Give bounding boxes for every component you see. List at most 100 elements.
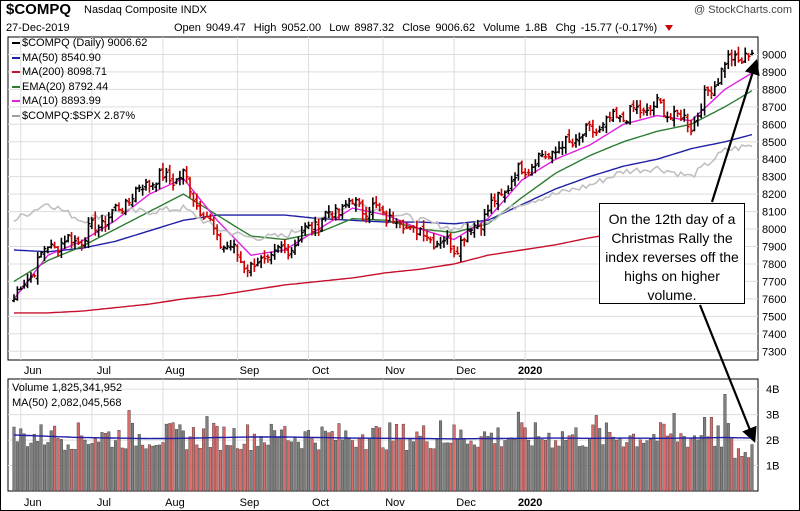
month-label: Jun — [24, 365, 42, 377]
volume-bar — [357, 437, 361, 492]
price-bar — [536, 152, 541, 168]
price-bar — [533, 159, 538, 174]
volume-bar — [588, 438, 592, 492]
price-bar — [465, 223, 470, 243]
volume-bar — [347, 438, 351, 492]
volume-bar — [692, 435, 696, 492]
volume-bar — [628, 435, 632, 492]
price-bar — [455, 246, 460, 255]
price-bar — [228, 239, 233, 251]
volume-bar — [391, 440, 395, 492]
volume-bar — [266, 444, 270, 492]
price-bar — [601, 122, 606, 132]
price-bar — [130, 193, 135, 207]
high-label: High — [253, 22, 277, 34]
volume-bar — [334, 440, 338, 492]
volume-bar — [120, 447, 124, 492]
volume-bar — [215, 426, 219, 492]
price-bar — [689, 119, 694, 136]
volume-bar — [269, 423, 273, 492]
volume-bar — [181, 430, 185, 492]
price-bar — [661, 98, 666, 118]
volume-bar — [686, 446, 690, 492]
price-bar — [719, 67, 724, 85]
low-value: 8987.32 — [354, 22, 395, 34]
volume-value: 1.8B — [524, 22, 548, 34]
annotation-box: On the 12th day of a Christmas Rally the… — [599, 203, 745, 304]
price-bar — [641, 107, 646, 116]
volume-bar — [242, 443, 246, 492]
volume-label: Volume — [483, 22, 520, 34]
price-tick-label: 8300 — [762, 172, 786, 184]
volume-bar — [676, 441, 680, 492]
volume-bar — [107, 431, 111, 492]
price-bar — [712, 81, 717, 97]
price-bar — [93, 211, 98, 236]
legend-swatch — [12, 114, 20, 117]
legend-item: MA(200) 8098.71 — [12, 65, 147, 80]
volume-bar — [344, 430, 348, 492]
volume-bar — [655, 440, 659, 492]
price-bar — [35, 252, 40, 285]
price-bar — [39, 251, 44, 258]
price-bar — [573, 134, 578, 148]
price-bar — [739, 57, 744, 65]
price-bar — [492, 193, 497, 208]
price-bar — [567, 129, 572, 144]
volume-bar — [713, 445, 717, 492]
low-label: Low — [329, 22, 350, 34]
price-bar — [286, 244, 291, 260]
volume-bar — [723, 394, 727, 492]
volume-bar — [364, 449, 368, 492]
price-bar — [499, 188, 504, 197]
volume-bar — [161, 442, 165, 492]
volume-bar — [323, 430, 327, 492]
legend-text: MA(200) 8098.71 — [22, 66, 107, 78]
price-bar — [357, 197, 362, 208]
price-bar — [391, 211, 396, 224]
volume-bar — [154, 445, 158, 492]
volume-bar — [571, 434, 575, 492]
volume-bar — [432, 448, 436, 492]
chart-date: 27-Dec-2019 — [6, 22, 70, 34]
price-bar — [607, 111, 612, 123]
price-bar — [218, 232, 223, 249]
price-bar — [438, 236, 443, 249]
price-tick-label: 8200 — [762, 189, 786, 201]
month-label: Aug — [165, 365, 185, 377]
volume-bar — [604, 422, 608, 492]
price-bar — [580, 133, 585, 143]
price-bar — [750, 49, 754, 56]
volume-bar — [12, 426, 16, 492]
volume-bar — [594, 415, 598, 492]
volume-bar — [652, 434, 656, 492]
volume-bar — [408, 438, 412, 492]
volume-bar — [405, 450, 409, 492]
volume-bar — [73, 449, 77, 492]
price-bar — [12, 294, 16, 303]
price-bar — [252, 258, 257, 272]
price-bar — [323, 210, 328, 222]
price-bar — [235, 244, 240, 262]
volume-bar — [411, 441, 415, 492]
volume-bar — [428, 448, 432, 492]
price-bar — [374, 196, 379, 209]
volume-bar — [174, 429, 178, 492]
price-bar — [120, 207, 125, 214]
volume-bar — [188, 436, 192, 492]
price-bar — [191, 192, 196, 207]
price-bar — [367, 206, 372, 224]
volume-bar — [672, 413, 676, 492]
symbol-title: $COMPQ — [6, 1, 72, 18]
price-tick-label: 7400 — [762, 329, 786, 341]
price-bar — [441, 236, 446, 248]
price-bar — [28, 272, 33, 283]
volume-bar — [520, 422, 524, 492]
price-bar — [736, 46, 741, 63]
price-bar — [245, 264, 250, 278]
open-label: Open — [174, 22, 201, 34]
volume-bar — [374, 425, 378, 492]
price-tick-label: 8800 — [762, 84, 786, 96]
volume-bar — [750, 444, 754, 492]
price-bar — [154, 182, 159, 192]
